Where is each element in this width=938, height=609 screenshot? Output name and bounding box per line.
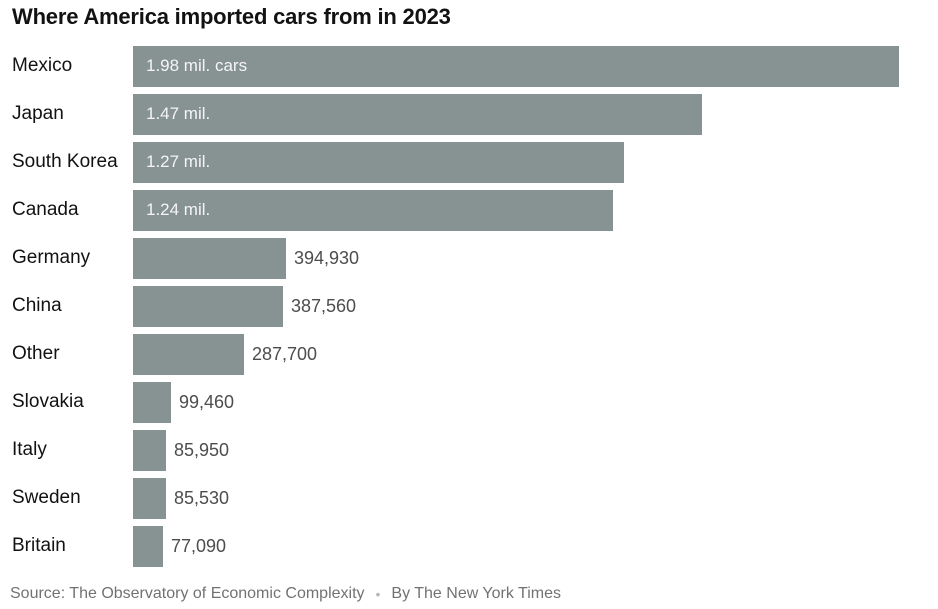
category-label: Mexico <box>12 55 73 76</box>
bar: 1.47 mil. <box>133 93 702 135</box>
bar-row: Japan 1.47 mil. <box>0 90 938 138</box>
bar: 1.27 mil. <box>133 141 624 183</box>
bar-track: 1.98 mil. cars <box>133 45 938 87</box>
bar-value-label: 77,090 <box>171 535 227 556</box>
bar-row: Other 287,700 <box>0 330 938 378</box>
bar-value-label: 85,530 <box>174 487 230 508</box>
bar <box>133 333 244 375</box>
separator-dot-icon: • <box>375 586 381 602</box>
source-text: Source: The Observatory of Economic Comp… <box>10 585 365 602</box>
bar-row: South Korea 1.27 mil. <box>0 138 938 186</box>
bar-row: China 387,560 <box>0 282 938 330</box>
bar <box>133 237 286 279</box>
bar <box>133 525 163 567</box>
bar-value-label: 99,460 <box>179 391 235 412</box>
bar-track: 394,930 <box>133 237 938 279</box>
bar-track: 387,560 <box>133 285 938 327</box>
category-label: Slovakia <box>12 391 84 412</box>
bar-track: 1.24 mil. <box>133 189 938 231</box>
bar <box>133 477 166 519</box>
category-label: Germany <box>12 247 91 268</box>
bar-track: 1.27 mil. <box>133 141 938 183</box>
bar <box>133 429 166 471</box>
bar-track: 99,460 <box>133 381 938 423</box>
bar-row: Britain 77,090 <box>0 522 938 570</box>
bar-value-label: 287,700 <box>252 343 318 364</box>
byline-text: By The New York Times <box>391 585 561 602</box>
bar-track: 77,090 <box>133 525 938 567</box>
bar-value-label: 1.47 mil. <box>146 104 211 123</box>
chart-footer: Source: The Observatory of Economic Comp… <box>10 585 938 603</box>
bar-value-label: 1.27 mil. <box>146 152 211 171</box>
category-label: Sweden <box>12 487 81 508</box>
category-label: Canada <box>12 199 79 220</box>
category-label: South Korea <box>12 151 118 172</box>
bar: 1.24 mil. <box>133 189 613 231</box>
bar-value-label: 85,950 <box>174 439 230 460</box>
bar-track: 1.47 mil. <box>133 93 938 135</box>
bar-track: 85,950 <box>133 429 938 471</box>
bar-value-label: 1.98 mil. cars <box>146 56 248 75</box>
category-label: Japan <box>12 103 64 124</box>
bar-row: Slovakia 99,460 <box>0 378 938 426</box>
bar-value-label: 1.24 mil. <box>146 200 211 219</box>
chart-title: Where America imported cars from in 2023 <box>12 4 451 29</box>
bar: 1.98 mil. cars <box>133 45 899 87</box>
category-label: Other <box>12 343 60 364</box>
bar-row: Canada 1.24 mil. <box>0 186 938 234</box>
category-label: China <box>12 295 62 316</box>
bar <box>133 285 283 327</box>
category-label: Italy <box>12 439 47 460</box>
bar-track: 287,700 <box>133 333 938 375</box>
bar <box>133 381 171 423</box>
bar-row: Italy 85,950 <box>0 426 938 474</box>
bar-row: Mexico 1.98 mil. cars <box>0 42 938 90</box>
bar-value-label: 394,930 <box>294 247 360 268</box>
category-label: Britain <box>12 535 66 556</box>
bar-chart: Mexico 1.98 mil. cars Japan 1.47 mil. South … <box>0 42 938 570</box>
bar-value-label: 387,560 <box>291 295 357 316</box>
bar-row: Sweden 85,530 <box>0 474 938 522</box>
bar-row: Germany 394,930 <box>0 234 938 282</box>
bar-track: 85,530 <box>133 477 938 519</box>
